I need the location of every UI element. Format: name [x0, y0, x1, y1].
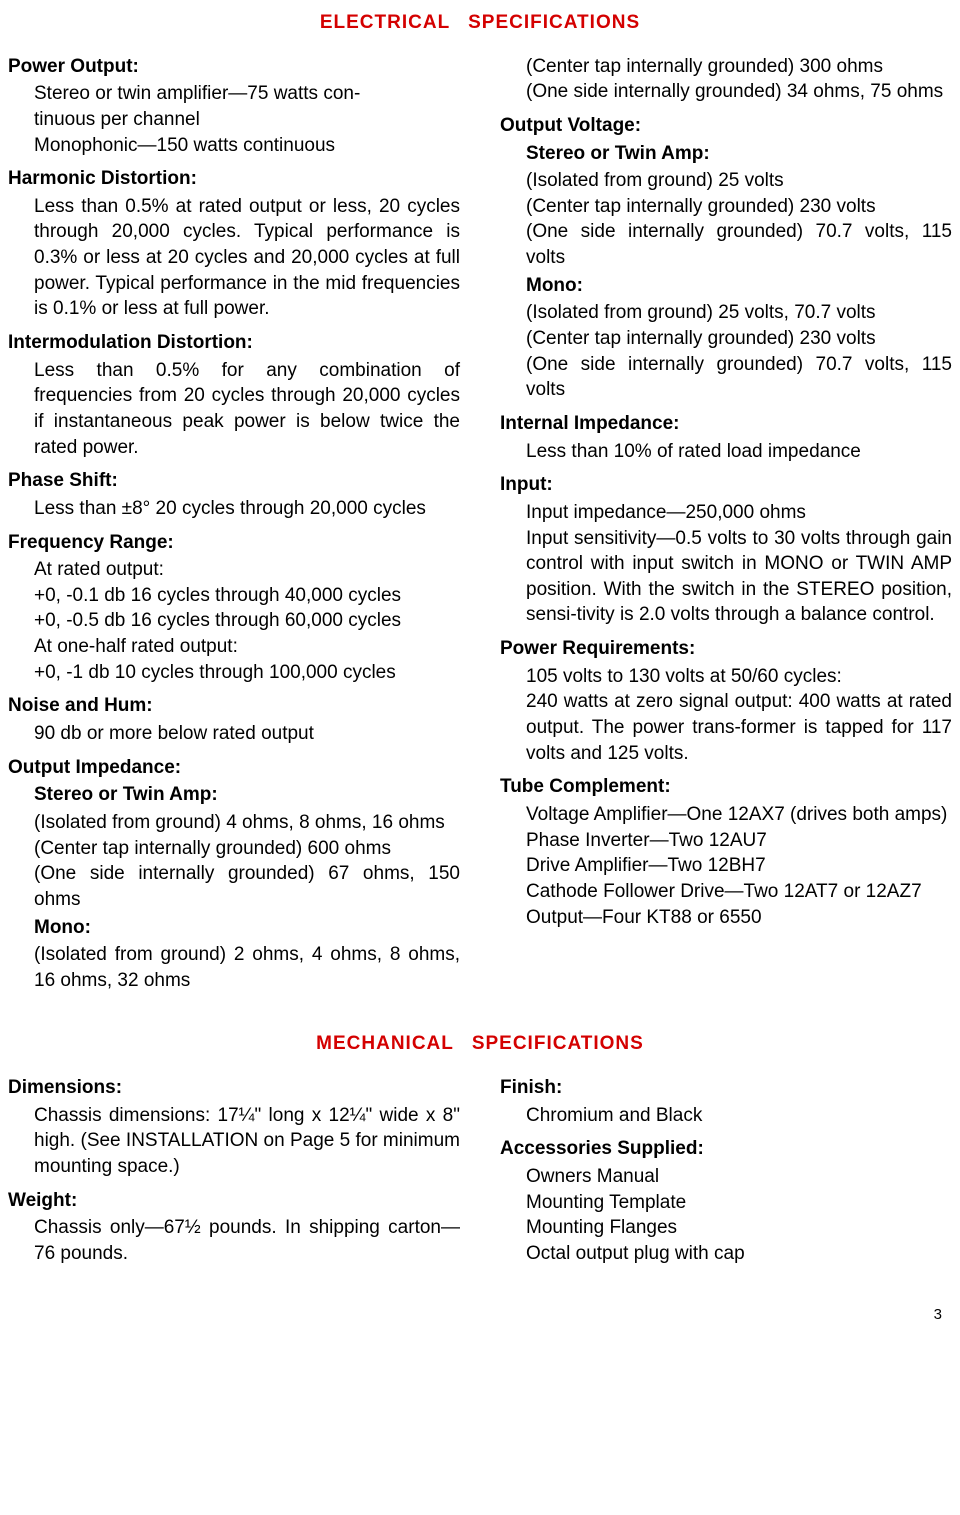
mechanical-title: MECHANICAL SPECIFICATIONS	[8, 1031, 952, 1057]
power-output-block: Power Output: Stereo or twin amplifier—7…	[8, 54, 460, 159]
text: (Isolated from ground) 25 volts, 70.7 vo…	[526, 300, 952, 326]
tube-complement-block: Tube Complement: Voltage Amplifier—One 1…	[500, 774, 952, 930]
dimensions-label: Dimensions:	[8, 1075, 460, 1101]
intermodulation-distortion-body: Less than 0.5% for any combination of fr…	[8, 358, 460, 461]
output-voltage-mono-body: (Isolated from ground) 25 volts, 70.7 vo…	[500, 300, 952, 403]
power-requirements-body: 105 volts to 130 volts at 50/60 cycles: …	[500, 664, 952, 767]
frequency-range-block: Frequency Range: At rated output: +0, -0…	[8, 530, 460, 686]
weight-body: Chassis only—67½ pounds. In shipping car…	[8, 1215, 460, 1266]
harmonic-distortion-label: Harmonic Distortion:	[8, 166, 460, 192]
electrical-title: ELECTRICAL SPECIFICATIONS	[8, 10, 952, 36]
text: Owners Manual	[526, 1164, 952, 1190]
text: +0, -0.1 db 16 cycles through 40,000 cyc…	[34, 583, 460, 609]
text: Octal output plug with cap	[526, 1241, 952, 1267]
text: At one-half rated output:	[34, 634, 460, 660]
text: +0, -0.5 db 16 cycles through 60,000 cyc…	[34, 608, 460, 634]
text: (Center tap internally grounded) 230 vol…	[526, 326, 952, 352]
output-impedance-cont-body: (Center tap internally grounded) 300 ohm…	[500, 54, 952, 105]
output-voltage-label: Output Voltage:	[500, 113, 952, 139]
text: (Center tap internally grounded) 230 vol…	[526, 194, 952, 220]
tube-complement-label: Tube Complement:	[500, 774, 952, 800]
input-block: Input: Input impedance—250,000 ohms Inpu…	[500, 472, 952, 628]
power-output-body: Stereo or twin amplifier—75 watts con- t…	[8, 81, 460, 158]
intermodulation-distortion-label: Intermodulation Distortion:	[8, 330, 460, 356]
text: (One side internally grounded) 70.7 volt…	[526, 219, 952, 270]
intermodulation-distortion-block: Intermodulation Distortion: Less than 0.…	[8, 330, 460, 460]
input-body: Input impedance—250,000 ohms Input sensi…	[500, 500, 952, 628]
text: 240 watts at zero signal output: 400 wat…	[526, 689, 952, 766]
text: (Isolated from ground) 2 ohms, 4 ohms, 8…	[34, 942, 460, 993]
text: (One side internally grounded) 70.7 volt…	[526, 352, 952, 403]
electrical-columns: Power Output: Stereo or twin amplifier—7…	[8, 54, 952, 1002]
text: Cathode Follower Drive—Two 12AT7 or 12AZ…	[526, 879, 952, 905]
text: At rated output:	[34, 557, 460, 583]
harmonic-distortion-block: Harmonic Distortion: Less than 0.5% at r…	[8, 166, 460, 322]
output-impedance-stereo-body: (Isolated from ground) 4 ohms, 8 ohms, 1…	[8, 810, 460, 913]
noise-hum-block: Noise and Hum: 90 db or more below rated…	[8, 693, 460, 746]
text: Output—Four KT88 or 6550	[526, 905, 952, 931]
finish-label: Finish:	[500, 1075, 952, 1101]
noise-hum-body: 90 db or more below rated output	[8, 721, 460, 747]
text: Input sensitivity—0.5 volts to 30 volts …	[526, 526, 952, 629]
phase-shift-label: Phase Shift:	[8, 468, 460, 494]
frequency-range-label: Frequency Range:	[8, 530, 460, 556]
accessories-block: Accessories Supplied: Owners Manual Moun…	[500, 1136, 952, 1266]
output-impedance-mono-label: Mono:	[8, 915, 460, 941]
output-impedance-block: Output Impedance: Stereo or Twin Amp: (I…	[8, 755, 460, 994]
phase-shift-block: Phase Shift: Less than ±8° 20 cycles thr…	[8, 468, 460, 521]
accessories-label: Accessories Supplied:	[500, 1136, 952, 1162]
weight-label: Weight:	[8, 1188, 460, 1214]
internal-impedance-body: Less than 10% of rated load impedance	[500, 439, 952, 465]
output-impedance-cont-block: (Center tap internally grounded) 300 ohm…	[500, 54, 952, 105]
text: Phase Inverter—Two 12AU7	[526, 828, 952, 854]
page-number: 3	[8, 1305, 952, 1325]
text: 105 volts to 130 volts at 50/60 cycles:	[526, 664, 952, 690]
output-impedance-mono-body: (Isolated from ground) 2 ohms, 4 ohms, 8…	[8, 942, 460, 993]
text: Monophonic—150 watts continuous	[34, 133, 460, 159]
finish-body: Chromium and Black	[500, 1103, 952, 1129]
output-voltage-stereo-body: (Isolated from ground) 25 volts (Center …	[500, 168, 952, 271]
weight-block: Weight: Chassis only—67½ pounds. In ship…	[8, 1188, 460, 1267]
text: (Center tap internally grounded) 600 ohm…	[34, 836, 460, 862]
output-impedance-label: Output Impedance:	[8, 755, 460, 781]
mechanical-col-right: Finish: Chromium and Black Accessories S…	[500, 1075, 952, 1274]
text: +0, -1 db 10 cycles through 100,000 cycl…	[34, 660, 460, 686]
text: (Isolated from ground) 4 ohms, 8 ohms, 1…	[34, 810, 460, 836]
text: tinuous per channel	[34, 107, 460, 133]
power-requirements-label: Power Requirements:	[500, 636, 952, 662]
input-label: Input:	[500, 472, 952, 498]
text: (One side internally grounded) 34 ohms, …	[526, 79, 952, 105]
tube-complement-body: Voltage Amplifier—One 12AX7 (drives both…	[500, 802, 952, 930]
text: Input impedance—250,000 ohms	[526, 500, 952, 526]
text: Drive Amplifier—Two 12BH7	[526, 853, 952, 879]
output-voltage-mono-label: Mono:	[500, 273, 952, 299]
internal-impedance-label: Internal Impedance:	[500, 411, 952, 437]
internal-impedance-block: Internal Impedance: Less than 10% of rat…	[500, 411, 952, 464]
frequency-range-body: At rated output: +0, -0.1 db 16 cycles t…	[8, 557, 460, 685]
noise-hum-label: Noise and Hum:	[8, 693, 460, 719]
dimensions-body: Chassis dimensions: 17¼" long x 12¼" wid…	[8, 1103, 460, 1180]
output-voltage-stereo-label: Stereo or Twin Amp:	[500, 141, 952, 167]
accessories-body: Owners Manual Mounting Template Mounting…	[500, 1164, 952, 1267]
output-impedance-stereo-label: Stereo or Twin Amp:	[8, 782, 460, 808]
electrical-col-right: (Center tap internally grounded) 300 ohm…	[500, 54, 952, 1002]
power-requirements-block: Power Requirements: 105 volts to 130 vol…	[500, 636, 952, 766]
text: (Center tap internally grounded) 300 ohm…	[526, 54, 952, 80]
text: Mounting Flanges	[526, 1215, 952, 1241]
text: Voltage Amplifier—One 12AX7 (drives both…	[526, 802, 952, 828]
text: (Isolated from ground) 25 volts	[526, 168, 952, 194]
output-voltage-block: Output Voltage: Stereo or Twin Amp: (Iso…	[500, 113, 952, 403]
text: Stereo or twin amplifier—75 watts con-	[34, 81, 460, 107]
finish-block: Finish: Chromium and Black	[500, 1075, 952, 1128]
text: (One side internally grounded) 67 ohms, …	[34, 861, 460, 912]
phase-shift-body: Less than ±8° 20 cycles through 20,000 c…	[8, 496, 460, 522]
electrical-col-left: Power Output: Stereo or twin amplifier—7…	[8, 54, 460, 1002]
power-output-label: Power Output:	[8, 54, 460, 80]
harmonic-distortion-body: Less than 0.5% at rated output or less, …	[8, 194, 460, 322]
mechanical-columns: Dimensions: Chassis dimensions: 17¼" lon…	[8, 1075, 952, 1274]
mechanical-col-left: Dimensions: Chassis dimensions: 17¼" lon…	[8, 1075, 460, 1274]
text: Mounting Template	[526, 1190, 952, 1216]
dimensions-block: Dimensions: Chassis dimensions: 17¼" lon…	[8, 1075, 460, 1180]
